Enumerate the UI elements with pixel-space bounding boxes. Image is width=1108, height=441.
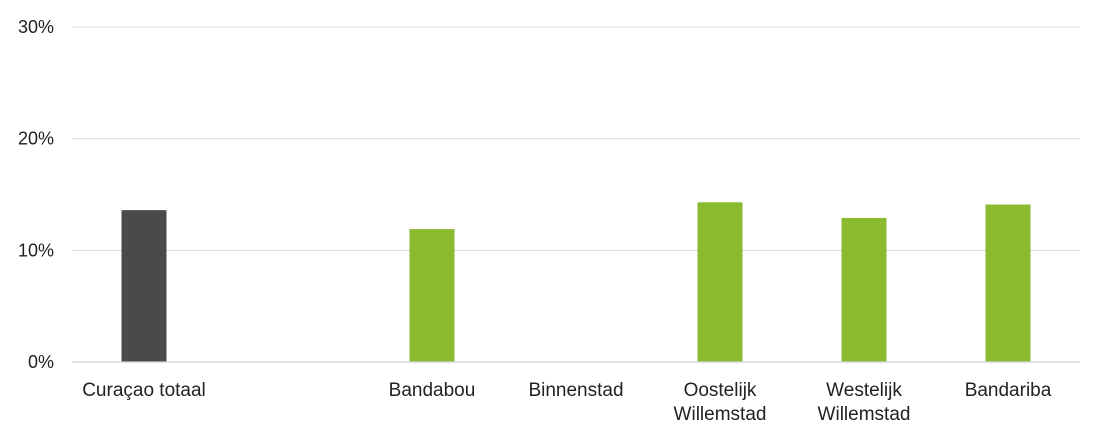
y-tick-label: 10% (18, 240, 54, 260)
category-label: Bandariba (965, 380, 1052, 401)
bar (409, 229, 455, 362)
y-tick-label: 30% (18, 17, 54, 37)
category-label: Oostelijk Willemstad (674, 380, 767, 425)
category-label-line: Bandariba (965, 380, 1052, 401)
bar (841, 217, 887, 362)
bar (985, 204, 1031, 362)
y-axis-tick-labels: 0% 10% 20% 30% (18, 17, 54, 372)
category-label: Binnenstad (528, 380, 623, 401)
category-label: Bandabou (389, 380, 476, 401)
bar (697, 202, 743, 362)
bars (121, 202, 1031, 362)
category-label-line: Curaçao totaal (82, 380, 206, 401)
category-label: Curaçao totaal (82, 380, 206, 401)
category-label-line: Oostelijk (684, 380, 757, 401)
bar (121, 210, 167, 362)
y-tick-label: 20% (18, 129, 54, 149)
gridlines (72, 26, 1080, 251)
category-label-line: Binnenstad (528, 380, 623, 401)
category-label-line: Willemstad (818, 404, 911, 425)
category-label-line: Westelijk (826, 380, 902, 401)
category-label-line: Willemstad (674, 404, 767, 425)
category-label: Westelijk Willemstad (818, 380, 911, 425)
x-axis-category-labels: Curaçao totaal Bandabou Binnenstad Oostelij… (82, 380, 1052, 425)
category-label-line: Bandabou (389, 380, 476, 401)
y-tick-label: 0% (28, 352, 54, 372)
